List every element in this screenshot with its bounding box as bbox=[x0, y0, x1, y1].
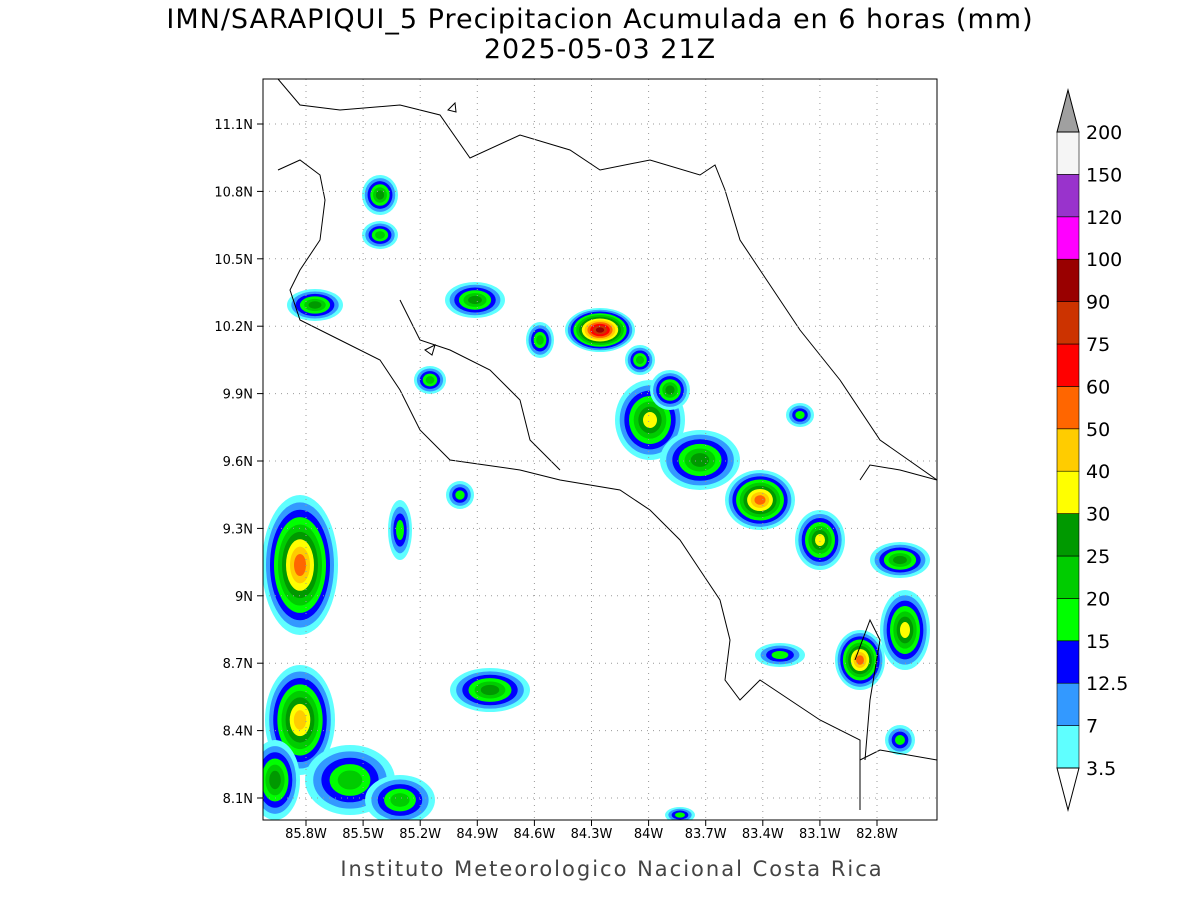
lat-tick-label: 9N bbox=[235, 590, 253, 605]
lat-tick-label: 10.5N bbox=[214, 253, 253, 268]
precip-cell bbox=[595, 327, 605, 333]
lat-tick-label: 8.4N bbox=[223, 725, 253, 740]
lon-tick-label: 85.5W bbox=[342, 827, 384, 842]
lon-tick-label: 84.9W bbox=[456, 827, 498, 842]
colorbar-box bbox=[1056, 301, 1080, 345]
colorbar-label: 90 bbox=[1086, 292, 1110, 314]
colorbar-box bbox=[1056, 343, 1080, 387]
title: IMN/SARAPIQUI_5 Precipitacion Acumulada … bbox=[166, 4, 1033, 35]
colorbar-over bbox=[1056, 88, 1080, 133]
precip-cell bbox=[468, 295, 482, 305]
island bbox=[424, 101, 457, 356]
colorbar-box bbox=[1056, 598, 1080, 642]
precip-cell bbox=[269, 770, 281, 790]
colorbar-label: 25 bbox=[1086, 546, 1110, 568]
colorbar-under bbox=[1056, 767, 1080, 812]
lat-tick-label: 10.8N bbox=[214, 185, 253, 200]
colorbar-label: 20 bbox=[1086, 588, 1110, 610]
colorbar-label: 7 bbox=[1086, 716, 1098, 738]
colorbar-box bbox=[1056, 682, 1080, 726]
colorbar-box bbox=[1056, 174, 1080, 218]
precip-cell bbox=[293, 710, 307, 730]
precip-cell bbox=[536, 335, 544, 345]
colorbar-box bbox=[1056, 428, 1080, 472]
precip-cell bbox=[375, 190, 385, 200]
graticule: 85.8W 85.5W 85.2W 84.9W 84.6W 84.3W 84W 83.7W 83… bbox=[214, 79, 937, 842]
precip-cell bbox=[425, 376, 435, 384]
colorbar-label: 100 bbox=[1086, 249, 1122, 271]
lat-tick-label: 10.2N bbox=[214, 320, 253, 335]
colorbar-box bbox=[1056, 131, 1080, 175]
lon-tick-label: 85.8W bbox=[285, 827, 327, 842]
colorbar-box bbox=[1056, 725, 1080, 769]
lon-tick-label: 84.3W bbox=[571, 827, 613, 842]
precip-cell bbox=[480, 684, 500, 696]
colorbar-label: 60 bbox=[1086, 376, 1110, 398]
lat-tick-label: 9.6N bbox=[223, 455, 253, 470]
coastlines bbox=[277, 79, 937, 810]
lat-tick-label: 8.7N bbox=[223, 657, 253, 672]
precip-cell bbox=[390, 793, 410, 807]
precip-cell bbox=[675, 812, 685, 818]
subtitle: 2025-05-03 21Z bbox=[484, 34, 716, 65]
precip-cell bbox=[856, 655, 864, 665]
lon-tick-label: 83.4W bbox=[742, 827, 784, 842]
precip-cell bbox=[308, 301, 322, 309]
colorbar-label: 75 bbox=[1086, 334, 1110, 356]
lat-tick-label: 11.1N bbox=[214, 118, 253, 133]
colorbar-box bbox=[1056, 386, 1080, 430]
colorbar-label: 12.5 bbox=[1086, 673, 1128, 695]
precip-cell bbox=[396, 520, 404, 540]
colorbar-label: 120 bbox=[1086, 207, 1122, 229]
precip-cell bbox=[795, 411, 805, 419]
colorbar-label: 150 bbox=[1086, 164, 1122, 186]
colorbar-label: 30 bbox=[1086, 504, 1110, 526]
precip-cell bbox=[665, 385, 675, 395]
gulf-coast bbox=[399, 299, 561, 471]
lon-tick-label: 83.7W bbox=[685, 827, 727, 842]
precip-cell bbox=[635, 355, 645, 365]
precip-cell bbox=[643, 412, 657, 428]
border bbox=[854, 464, 937, 761]
precip-cell bbox=[895, 735, 905, 745]
precip-cell bbox=[815, 534, 825, 546]
precip-cell bbox=[893, 555, 907, 565]
lon-tick-label: 84W bbox=[634, 827, 664, 842]
lon-tick-label: 83.1W bbox=[799, 827, 841, 842]
precip-cell bbox=[375, 231, 385, 239]
precip-cell bbox=[690, 453, 710, 467]
lat-tick-label: 9.3N bbox=[223, 522, 253, 537]
lon-tick-label: 84.6W bbox=[513, 827, 555, 842]
colorbar-box bbox=[1056, 470, 1080, 514]
precip-cell bbox=[900, 622, 910, 638]
colorbar-label: 3.5 bbox=[1086, 758, 1116, 780]
lat-tick-label: 9.9N bbox=[223, 388, 253, 403]
footer: Instituto Meteorologico Nacional Costa R… bbox=[340, 857, 883, 881]
colorbar-label: 50 bbox=[1086, 419, 1110, 441]
colorbar-box bbox=[1056, 258, 1080, 302]
colorbar-label: 40 bbox=[1086, 461, 1110, 483]
colorbar-box bbox=[1056, 640, 1080, 684]
lon-tick-label: 85.2W bbox=[399, 827, 441, 842]
colorbar-box bbox=[1056, 555, 1080, 599]
colorbar-box bbox=[1056, 216, 1080, 260]
coastline bbox=[277, 159, 861, 810]
precipitation-field bbox=[263, 175, 930, 820]
lon-tick-label: 82.8W bbox=[856, 827, 898, 842]
map-frame bbox=[262, 78, 938, 821]
colorbar-label: 15 bbox=[1086, 631, 1110, 653]
colorbar-box bbox=[1056, 513, 1080, 557]
lat-tick-label: 8.1N bbox=[223, 792, 253, 807]
precip-cell bbox=[771, 651, 789, 659]
colorbar-label: 200 bbox=[1086, 122, 1122, 144]
precip-cell bbox=[754, 495, 766, 505]
precip-cell bbox=[337, 770, 363, 790]
coastline bbox=[277, 79, 937, 481]
precip-cell bbox=[294, 553, 306, 577]
precip-cell bbox=[455, 490, 465, 500]
colorbar: 3.5 7 12.5 15 20 25 30 40 50 60 75 90 100 120 150 200 bbox=[1056, 88, 1128, 812]
